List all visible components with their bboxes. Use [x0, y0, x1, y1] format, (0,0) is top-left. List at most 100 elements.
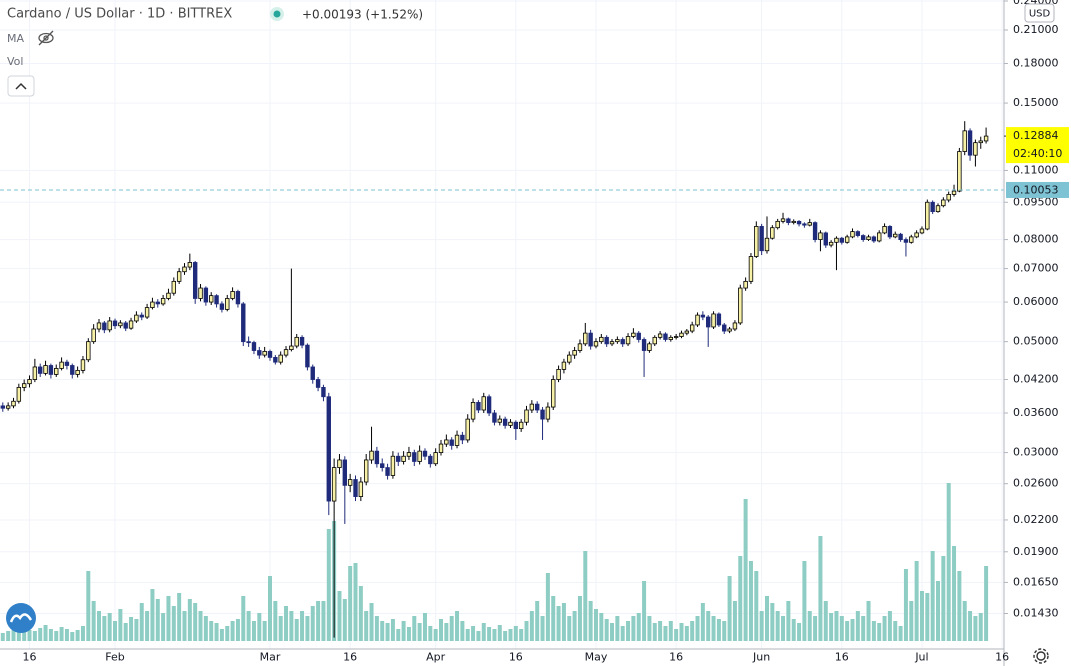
volume-bar — [64, 629, 69, 641]
volume-bar — [59, 627, 64, 641]
volume-bar — [535, 601, 540, 641]
candle-body — [796, 220, 802, 225]
volume-bar — [284, 606, 289, 641]
y-tick-label: 0.24000 — [1013, 0, 1059, 7]
volume-bar — [903, 569, 908, 641]
volume-bar — [914, 561, 919, 641]
volume-bar — [487, 627, 492, 641]
candle-body — [620, 339, 625, 345]
price-axis-bg — [1004, 0, 1071, 666]
volume-bar — [957, 571, 962, 641]
volume-bar — [583, 551, 588, 641]
volume-bar — [145, 611, 150, 641]
candle-body — [615, 339, 620, 343]
candle-body — [722, 324, 727, 332]
volume-bar — [75, 630, 80, 641]
candle-body — [844, 236, 850, 243]
x-tick-label: Mar — [260, 651, 281, 664]
volume-bar — [401, 621, 406, 641]
volume-bar — [748, 561, 753, 641]
axes: 0.24000 0.21000 0.18000 0.15000 0.11000 0.095… — [23, 0, 1059, 664]
volume-bar — [257, 613, 262, 641]
volume-bar — [219, 629, 224, 641]
volume-bar — [588, 601, 593, 641]
candle-body — [64, 361, 70, 366]
volume-bar — [455, 611, 460, 641]
volume-bar — [113, 621, 118, 641]
candle-body — [641, 339, 647, 351]
ma-indicator[interactable]: MA — [7, 32, 24, 45]
candle-body — [428, 455, 433, 465]
volume-bar — [620, 626, 625, 641]
volume-bar — [406, 627, 411, 641]
volume-bar — [118, 609, 123, 641]
volume-bar — [556, 606, 561, 641]
volume-bar — [91, 601, 96, 641]
volume-bar — [11, 629, 16, 641]
volume-bar — [161, 613, 166, 641]
vol-indicator[interactable]: Vol — [7, 55, 23, 68]
candle-body — [86, 341, 91, 361]
volume-bar — [294, 619, 299, 641]
volume-bar — [706, 611, 711, 641]
volume-bar — [123, 623, 128, 641]
volume-bar — [610, 623, 615, 641]
volume-bar — [807, 611, 812, 641]
candle-body — [551, 379, 556, 408]
volume-bar — [652, 623, 657, 641]
volume-bar — [877, 623, 882, 641]
candle-body — [513, 421, 519, 430]
candle-body — [401, 455, 406, 462]
candle-body — [139, 314, 144, 318]
volume-bar — [321, 601, 326, 641]
volume-bar — [845, 621, 850, 641]
x-tick-label: Jun — [752, 651, 770, 664]
candle-body — [486, 396, 492, 414]
volume-bar — [251, 621, 256, 641]
candle-body — [561, 361, 567, 370]
volume-bar — [449, 616, 454, 641]
volume-bar — [743, 499, 748, 641]
candle-body — [903, 239, 909, 243]
candle-body — [711, 313, 716, 328]
candle-body — [380, 463, 385, 468]
candle-body — [732, 322, 738, 330]
volume-bar — [722, 621, 727, 641]
last-price-text: 0.12884 — [1013, 129, 1059, 142]
candle-body — [647, 343, 652, 351]
volume-bar — [797, 623, 802, 641]
volume-bar — [781, 616, 786, 641]
logo[interactable] — [6, 603, 36, 633]
x-tick-label: Jul — [914, 651, 928, 664]
volume-bar — [390, 619, 395, 641]
currency-box[interactable]: USD — [1024, 3, 1055, 23]
volume-bar — [834, 611, 839, 641]
volume-bar — [674, 629, 679, 641]
collapse-button[interactable] — [7, 75, 35, 97]
candle-body — [214, 295, 219, 305]
candle-body — [417, 450, 422, 462]
settings-gear[interactable] — [1033, 648, 1049, 664]
volume-bar — [727, 576, 732, 641]
x-tick-label: 16 — [669, 651, 683, 664]
volume-bar — [6, 631, 11, 641]
candle-body — [155, 301, 160, 305]
volume-bar — [0, 633, 5, 641]
volume-bar — [225, 626, 230, 641]
volume-bar — [262, 621, 267, 641]
candle-body — [150, 301, 155, 308]
volume-bar — [102, 616, 107, 641]
candle-body — [946, 194, 951, 201]
candle-body — [925, 201, 930, 230]
candle-body — [438, 443, 444, 453]
candle-body — [246, 341, 251, 344]
candle-body — [128, 320, 134, 329]
candle-body — [262, 351, 267, 356]
candle-body — [347, 479, 353, 486]
volume-bar — [439, 619, 444, 641]
hide-icon[interactable] — [38, 30, 54, 46]
volume-bar — [412, 616, 417, 641]
candle-body — [572, 350, 577, 356]
candle-body — [935, 205, 941, 213]
